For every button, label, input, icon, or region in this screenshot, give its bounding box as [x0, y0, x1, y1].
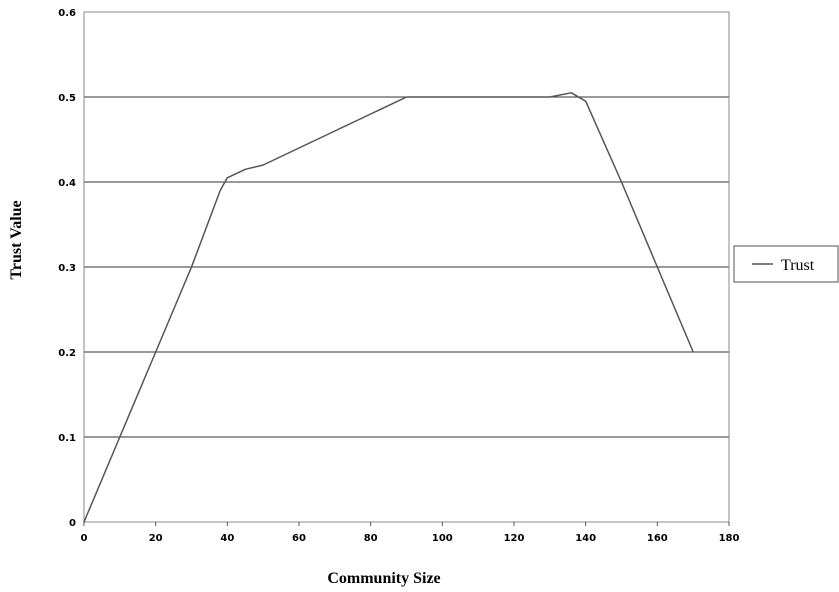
legend-box	[733, 245, 839, 283]
y-tick-label-5: 0.5	[58, 93, 76, 104]
x-tick-labels: 0 20 40 60 80 100 120 140 160 180	[81, 522, 740, 544]
gridlines	[84, 96, 729, 438]
plot-area-frame	[83, 11, 730, 523]
x-tick-label-7: 140	[575, 533, 596, 544]
x-tick-label-1: 20	[149, 533, 163, 544]
series-lines	[83, 92, 694, 523]
x-tick-label-0: 0	[81, 533, 88, 544]
legend-label-trust: Trust	[781, 257, 815, 274]
x-axis-title: Community Size	[327, 570, 440, 587]
y-tick-label-2: 0.2	[58, 348, 76, 359]
y-tick-label-6: 0.6	[58, 8, 76, 19]
y-tick-labels: 0 0.1 0.2 0.3 0.4 0.5 0.6	[58, 8, 76, 529]
y-tick-label-1: 0.1	[58, 433, 76, 444]
y-axis-title: Trust Value	[8, 200, 25, 279]
x-tick-label-4: 80	[364, 533, 378, 544]
x-tick-label-9: 180	[719, 533, 740, 544]
x-tick-label-2: 40	[220, 533, 234, 544]
x-tick-label-3: 60	[292, 533, 306, 544]
y-tick-label-0: 0	[69, 518, 76, 529]
series-line-0	[83, 92, 694, 523]
legend: Trust	[733, 245, 839, 283]
x-tick-label-8: 160	[647, 533, 668, 544]
x-tick-label-5: 100	[432, 533, 453, 544]
y-tick-label-4: 0.4	[58, 178, 76, 189]
x-tick-label-6: 120	[504, 533, 525, 544]
y-tick-label-3: 0.3	[58, 263, 76, 274]
